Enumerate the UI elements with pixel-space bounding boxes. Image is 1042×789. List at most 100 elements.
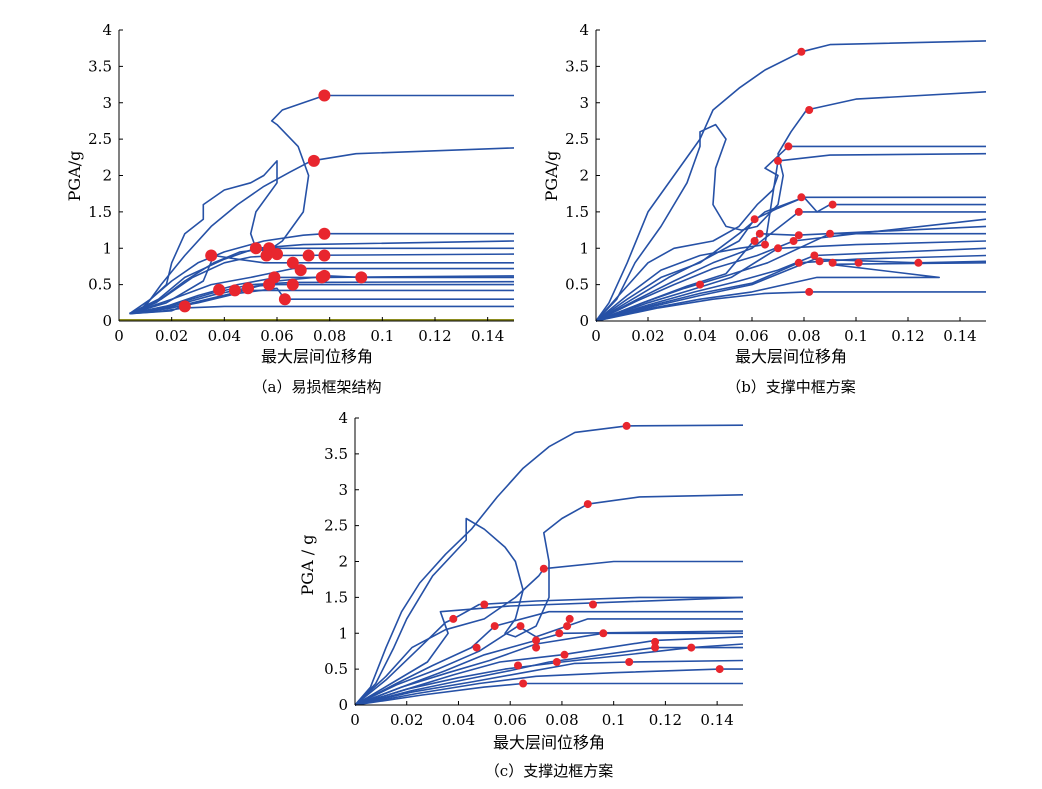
y-tick-label-c-3: 1.5 — [324, 588, 348, 606]
data-marker-c-17 — [552, 658, 561, 666]
y-tick-label-c-4: 2 — [338, 553, 348, 571]
data-marker-c-1 — [622, 421, 631, 430]
data-marker-b-5 — [797, 193, 806, 202]
data-marker-a-2 — [307, 154, 320, 167]
y-tick-label-c-1: 0.5 — [324, 660, 348, 678]
data-marker-c-8 — [565, 614, 574, 623]
series-line-b-1 — [595, 40, 987, 322]
x-tick-label-b-2: 0.04 — [683, 327, 716, 345]
y-tick-label-b-5: 2.5 — [565, 130, 589, 148]
data-marker-a-22 — [178, 300, 191, 313]
y-tick-label-a-4: 2 — [102, 167, 112, 185]
series-line-b-15 — [595, 262, 987, 322]
data-marker-b-7 — [750, 215, 759, 224]
series-line-a-1 — [129, 94, 514, 315]
series-line-c-5 — [354, 596, 744, 706]
data-marker-a-21 — [278, 293, 291, 306]
series-line-a-8 — [129, 267, 514, 315]
x-axis-label-c: 最大层间位移角 — [493, 733, 605, 752]
data-marker-c-6 — [490, 622, 499, 631]
data-marker-a-16 — [355, 271, 368, 284]
data-marker-a-1 — [318, 89, 331, 102]
data-marker-a-17 — [228, 284, 241, 297]
data-marker-b-14 — [789, 237, 798, 245]
data-marker-a-4 — [205, 249, 218, 262]
y-tick-label-a-3: 1.5 — [88, 203, 112, 221]
data-marker-b-10 — [794, 231, 803, 240]
x-tick-label-a-0: 0 — [114, 327, 124, 345]
y-tick-label-a-8: 4 — [102, 21, 112, 39]
data-marker-b-8 — [794, 207, 803, 216]
y-axis-label-c: PGA / g — [298, 535, 317, 596]
y-tick-label-a-6: 3 — [102, 94, 112, 112]
data-marker-a-8 — [271, 248, 283, 261]
data-marker-c-2 — [583, 500, 592, 509]
y-tick-label-a-7: 3.5 — [88, 57, 112, 75]
data-marker-a-11 — [286, 256, 299, 269]
y-tick-label-c-8: 4 — [338, 409, 348, 427]
data-marker-c-18 — [560, 650, 569, 659]
marker-group-c — [449, 421, 724, 688]
data-marker-a-19 — [263, 278, 276, 291]
x-tick-label-c-5: 0.1 — [602, 711, 626, 729]
data-marker-b-13 — [761, 240, 769, 249]
series-line-c-6 — [354, 610, 743, 706]
y-axis-label-b: PGA/g — [542, 151, 561, 202]
data-marker-c-5 — [480, 600, 489, 609]
data-marker-c-22 — [687, 643, 696, 652]
data-marker-c-14 — [472, 643, 481, 652]
series-line-c-7 — [354, 618, 743, 706]
data-marker-c-19 — [625, 658, 634, 666]
data-marker-a-3 — [318, 227, 331, 240]
chart-panel-b: 0 0.02 0.04 0.06 0.08 0.1 0.12 0.14 0 0.5 1 1.5 2 2.5… — [542, 21, 987, 396]
data-marker-b-17 — [794, 258, 803, 267]
data-marker-a-20 — [286, 278, 299, 291]
x-tick-label-c-3: 0.06 — [493, 711, 526, 729]
data-marker-c-15 — [532, 643, 541, 652]
data-marker-b-6 — [828, 200, 837, 209]
series-line-b-16 — [595, 291, 986, 322]
x-tick-label-c-1: 0.02 — [390, 711, 423, 729]
x-tick-label-b-7: 0.14 — [943, 327, 976, 345]
data-marker-b-21 — [914, 258, 923, 267]
axes-b: 0 0.02 0.04 0.06 0.08 0.1 0.12 0.14 0 0.5 1 1.5 2 2.5… — [565, 21, 986, 345]
data-marker-b-2 — [805, 106, 814, 114]
data-marker-c-16 — [514, 661, 522, 670]
axes-c: 0 0.02 0.04 0.06 0.08 0.1 0.12 0.14 0 0.5 1 1.5 2 2.5… — [324, 409, 743, 729]
data-marker-a-12 — [294, 264, 307, 277]
x-tick-label-a-2: 0.04 — [208, 327, 241, 345]
data-marker-b-18 — [815, 257, 824, 266]
data-marker-c-11 — [555, 629, 564, 638]
x-tick-label-c-6: 0.12 — [649, 711, 682, 729]
data-marker-a-7 — [260, 249, 273, 262]
data-marker-b-20 — [854, 258, 863, 267]
y-tick-label-a-2: 1 — [102, 239, 112, 257]
caption-c: （c）支撑边框方案 — [485, 762, 613, 780]
y-tick-label-c-2: 1 — [338, 624, 348, 642]
x-tick-label-a-4: 0.08 — [313, 327, 346, 345]
data-marker-b-4 — [774, 156, 782, 165]
chart-panel-c: 0 0.02 0.04 0.06 0.08 0.1 0.12 0.14 0 0.5 1 1.5 2 2.5… — [298, 409, 744, 780]
series-line-c-15 — [354, 682, 743, 706]
series-line-b-2 — [595, 91, 987, 322]
x-axis-label-b: 最大层间位移角 — [735, 347, 847, 366]
y-tick-label-a-5: 2.5 — [88, 130, 112, 148]
data-marker-b-23 — [805, 287, 814, 296]
data-marker-b-12 — [750, 237, 759, 245]
x-tick-label-a-3: 0.06 — [260, 327, 293, 345]
data-marker-a-10 — [318, 249, 331, 262]
y-tick-label-b-2: 1 — [579, 239, 589, 257]
data-marker-b-9 — [755, 229, 764, 238]
y-tick-label-a-0: 0 — [102, 312, 112, 330]
data-marker-b-15 — [774, 244, 782, 253]
series-line-b-3 — [595, 145, 986, 322]
x-tick-label-b-5: 0.1 — [844, 327, 868, 345]
y-tick-label-b-0: 0 — [579, 312, 589, 330]
y-tick-label-b-7: 3.5 — [565, 57, 589, 75]
series-line-c-1 — [354, 424, 744, 706]
x-tick-label-c-2: 0.04 — [442, 711, 475, 729]
data-marker-b-11 — [826, 229, 834, 238]
x-axis-label-a: 最大层间位移角 — [261, 347, 373, 366]
data-marker-c-9 — [589, 600, 597, 609]
